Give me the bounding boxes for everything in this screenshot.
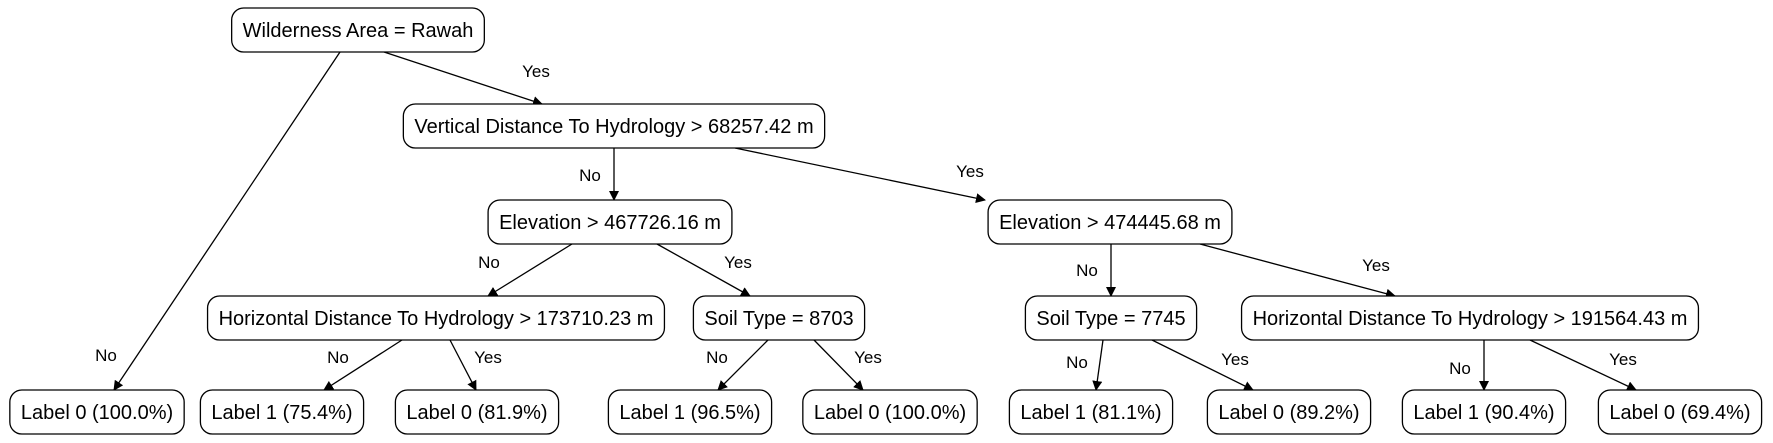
node-box	[402, 103, 826, 149]
edge-n0-n1-no: No	[95, 51, 341, 391]
edge-arrow	[813, 339, 864, 391]
node-box	[987, 199, 1233, 245]
node-label: Label 1 (90.4%)	[1413, 402, 1554, 424]
nodes: Wilderness Area = Rawah Label 0 (100.0%) V…	[9, 7, 1763, 435]
node-box	[1008, 389, 1174, 435]
leaf-node-label-1-96-5: Label 1 (96.5%)	[607, 389, 773, 435]
node-label: Elevation > 467726.16 m	[499, 212, 721, 234]
edge-n4-n7-no: No	[1076, 244, 1116, 297]
edge-arrow	[656, 243, 751, 297]
edge-arrow	[449, 339, 477, 391]
node-box	[487, 199, 733, 245]
node-box	[1401, 389, 1567, 435]
node-label: Label 1 (96.5%)	[619, 402, 760, 424]
node-label: Label 0 (100.0%)	[21, 402, 173, 424]
leaf-node-label-1-81-1: Label 1 (81.1%)	[1008, 389, 1174, 435]
node-label: Label 0 (69.4%)	[1609, 402, 1750, 424]
edge-n8-n16-yes: Yes	[1529, 339, 1637, 391]
edge-arrow	[487, 243, 573, 297]
edge-label-yes: Yes	[1362, 256, 1390, 275]
node-box	[231, 7, 485, 53]
node-label: Wilderness Area = Rawah	[243, 20, 474, 42]
decision-node-horizontal-distance-to-hydrology-173710-23-m: Horizontal Distance To Hydrology > 17371…	[206, 295, 666, 341]
edge-label-yes: Yes	[724, 253, 752, 272]
decision-node-horizontal-distance-to-hydrology-191564-43-m: Horizontal Distance To Hydrology > 19156…	[1240, 295, 1700, 341]
node-label: Soil Type = 7745	[1036, 308, 1185, 330]
edge-n7-n13-no: No	[1066, 339, 1104, 391]
decision-node-elevation-467726-16-m: Elevation > 467726.16 m	[487, 199, 733, 245]
edge-n5-n9-no: No	[323, 339, 403, 391]
edge-label-yes: Yes	[474, 348, 502, 367]
edge-arrow	[113, 51, 341, 391]
node-box	[394, 389, 560, 435]
edge-n4-n8-yes: Yes	[1199, 243, 1396, 299]
edge-arrow	[734, 147, 986, 204]
edge-arrow	[717, 339, 769, 391]
edge-n6-n11-no: No	[706, 339, 769, 391]
edge-n6-n12-yes: Yes	[813, 339, 882, 391]
edge-label-yes: Yes	[522, 62, 550, 81]
node-label: Horizontal Distance To Hydrology > 19156…	[1253, 308, 1688, 330]
edge-label-no: No	[327, 348, 349, 367]
node-label: Label 0 (81.9%)	[406, 402, 547, 424]
node-label: Soil Type = 8703	[704, 308, 853, 330]
edge-label-yes: Yes	[854, 348, 882, 367]
leaf-node-label-0-100-0: Label 0 (100.0%)	[802, 389, 978, 435]
edge-label-no: No	[706, 348, 728, 367]
leaf-node-label-0-89-2: Label 0 (89.2%)	[1206, 389, 1372, 435]
edge-label-no: No	[1449, 359, 1471, 378]
node-box	[1024, 295, 1198, 341]
node-label: Vertical Distance To Hydrology > 68257.4…	[414, 116, 813, 138]
decision-node-wilderness-area-rawah: Wilderness Area = Rawah	[231, 7, 485, 53]
node-label: Label 0 (89.2%)	[1218, 402, 1359, 424]
node-box	[199, 389, 365, 435]
node-box	[692, 295, 866, 341]
edge-arrow	[1199, 243, 1396, 299]
decision-node-elevation-474445-68-m: Elevation > 474445.68 m	[987, 199, 1233, 245]
leaf-node-label-1-75-4: Label 1 (75.4%)	[199, 389, 365, 435]
node-label: Horizontal Distance To Hydrology > 17371…	[219, 308, 654, 330]
leaf-node-label-0-100-0: Label 0 (100.0%)	[9, 389, 185, 435]
leaf-node-label-0-69-4: Label 0 (69.4%)	[1597, 389, 1763, 435]
edge-arrow	[383, 51, 543, 106]
leaf-node-label-0-81-9: Label 0 (81.9%)	[394, 389, 560, 435]
edge-label-no: No	[1066, 353, 1088, 372]
node-label: Label 1 (81.1%)	[1020, 402, 1161, 424]
edge-arrow	[1529, 339, 1637, 391]
edge-n2-n3-no: No	[579, 148, 619, 201]
decision-node-vertical-distance-to-hydrology-68257-42-m: Vertical Distance To Hydrology > 68257.4…	[402, 103, 826, 149]
node-label: Label 1 (75.4%)	[211, 402, 352, 424]
edge-n7-n14-yes: Yes	[1151, 339, 1254, 391]
edge-n3-n6-yes: Yes	[656, 243, 752, 297]
edge-label-yes: Yes	[1609, 350, 1637, 369]
edge-n2-n4-yes: Yes	[734, 147, 986, 204]
edge-arrow	[323, 339, 403, 391]
edges: No Yes No Yes No Yes No Yes No Yes No Yes No Yes No Yes	[95, 51, 1637, 391]
edge-label-no: No	[95, 346, 117, 365]
edge-n5-n10-yes: Yes	[449, 339, 502, 391]
node-label: Elevation > 474445.68 m	[999, 212, 1221, 234]
node-box	[1206, 389, 1372, 435]
edge-arrow	[1092, 339, 1104, 391]
edge-arrow	[1151, 339, 1254, 391]
node-label: Label 0 (100.0%)	[814, 402, 966, 424]
edge-n3-n5-no: No	[478, 243, 573, 297]
node-box	[607, 389, 773, 435]
edge-n0-n2-yes: Yes	[383, 51, 550, 106]
edge-label-no: No	[478, 253, 500, 272]
edge-n8-n15-no: No	[1449, 340, 1489, 391]
node-box	[206, 295, 666, 341]
edge-label-yes: Yes	[956, 162, 984, 181]
decision-node-soil-type-7745: Soil Type = 7745	[1024, 295, 1198, 341]
node-box	[1597, 389, 1763, 435]
node-box	[1240, 295, 1700, 341]
decision-node-soil-type-8703: Soil Type = 8703	[692, 295, 866, 341]
edge-label-no: No	[1076, 261, 1098, 280]
node-box	[9, 389, 185, 435]
node-box	[802, 389, 978, 435]
leaf-node-label-1-90-4: Label 1 (90.4%)	[1401, 389, 1567, 435]
edge-label-no: No	[579, 166, 601, 185]
edge-label-yes: Yes	[1221, 350, 1249, 369]
